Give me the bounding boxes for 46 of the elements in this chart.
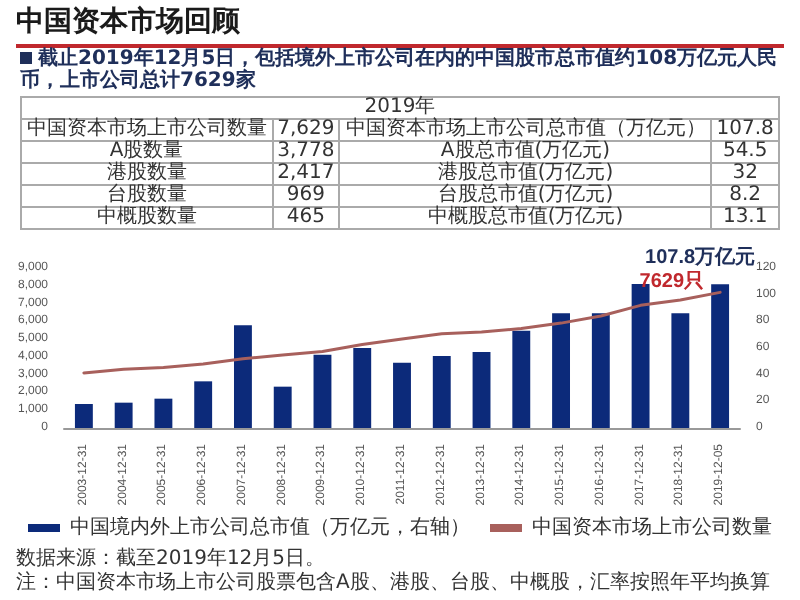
legend-label: 中国境内外上市公司总市值（万亿元，右轴） [70, 515, 470, 539]
bar [671, 313, 690, 428]
text: 465 [272, 206, 340, 229]
data-label: 7629只 [639, 269, 705, 294]
bar [114, 402, 133, 428]
text: 港股数量 [21, 162, 273, 185]
bar [591, 313, 610, 428]
text: 中概股数量 [21, 206, 273, 229]
source-note: 数据来源：截至2019年12月5日。 [16, 548, 328, 571]
text: 台股总市值(万亿元) [339, 184, 712, 207]
bar [393, 362, 411, 428]
text: 中国资本市场上市公司总市值（万亿元） [339, 118, 712, 141]
text: 中国资本市场上市公司数量 [21, 118, 273, 141]
text: A股数量 [21, 140, 273, 163]
bar [353, 348, 372, 428]
chart-subtitle: 截止2019年12月5日，包括境外上市公司在内的中国股市总市值约108万亿元人民币，上市公司总计7629家 [20, 48, 780, 92]
text: 台股数量 [21, 184, 273, 207]
bar [472, 352, 491, 428]
bar [313, 354, 332, 428]
text: 54.5 [711, 140, 779, 163]
text: 2019年 [21, 96, 779, 119]
text: 中概股总市值(万亿元) [339, 206, 712, 229]
text: 港股总市值(万亿元) [339, 162, 712, 185]
text: 2,417 [272, 162, 340, 185]
text: 8.2 [711, 184, 779, 207]
bar [512, 330, 531, 428]
bar [194, 381, 213, 428]
text: A股总市值(万亿元) [339, 140, 712, 163]
bar [74, 404, 93, 428]
text: 3,778 [272, 140, 340, 163]
text: 注：中国资本市场上市公司股票包含A股、港股、台股、中概股，汇率按照年平均换算 [16, 572, 772, 596]
text: 107.8 [711, 118, 779, 141]
text: 969 [272, 184, 340, 207]
bar [432, 356, 451, 428]
text: 32 [711, 162, 779, 185]
bar [233, 325, 252, 428]
bar [154, 398, 173, 428]
bar [711, 284, 730, 428]
line-series [82, 290, 722, 375]
bar [273, 386, 292, 428]
text: 13.1 [711, 206, 779, 229]
bar [552, 313, 571, 428]
text: 7,629 [272, 118, 340, 141]
data-label: 107.8万亿元 [645, 245, 756, 270]
chart-title: 中国资本市场回顾 [16, 4, 784, 48]
legend-label: 中国资本市场上市公司数量 [532, 515, 772, 539]
